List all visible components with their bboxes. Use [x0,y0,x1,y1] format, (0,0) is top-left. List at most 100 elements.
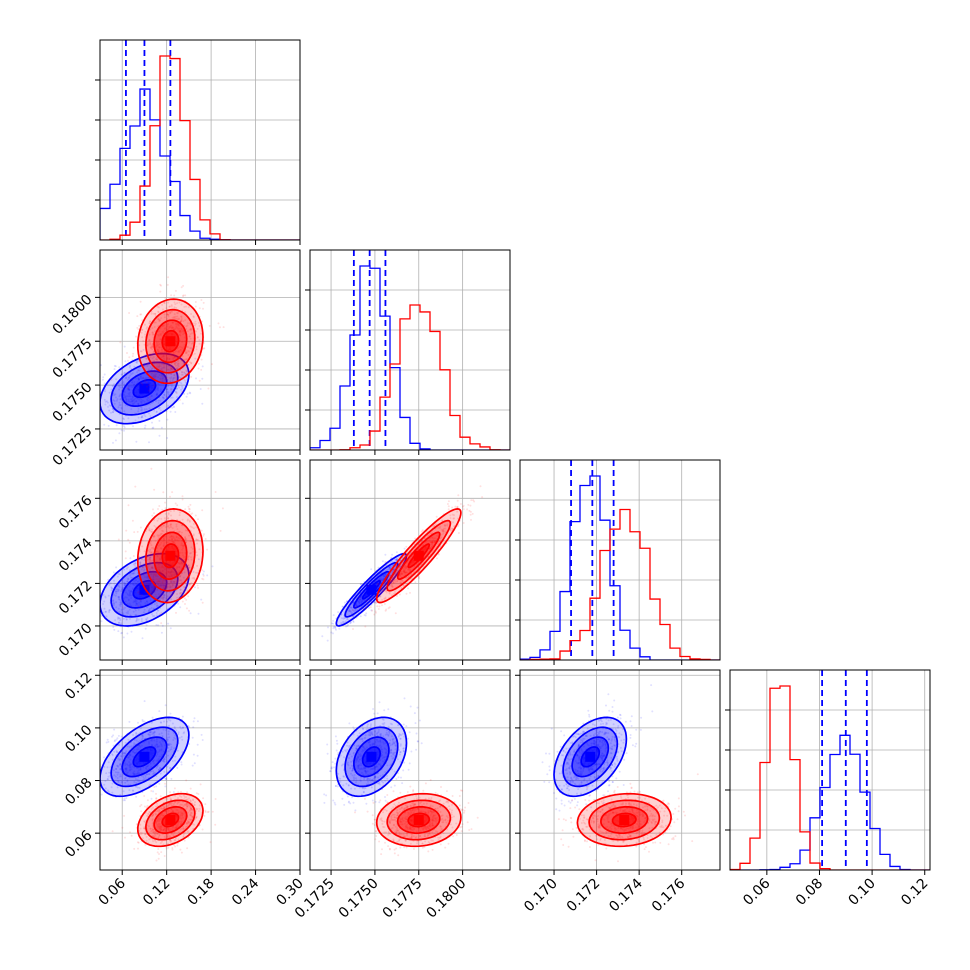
scatter-point [136,371,139,374]
scatter-point [166,523,169,526]
scatter-point [152,790,155,793]
scatter-point [165,777,168,780]
scatter-point [190,807,192,810]
scatter-point [162,597,165,600]
scatter-point [391,577,394,580]
scatter-point [153,488,156,491]
scatter-point [200,358,203,361]
scatter-point [159,828,162,831]
scatter-point [118,366,121,369]
scatter-point [145,327,148,330]
scatter-point [407,568,410,571]
scatter-point [396,571,398,574]
scatter-point [156,555,159,558]
scatter-point [131,582,134,585]
scatter-point [148,596,151,599]
scatter-point [186,519,189,522]
scatter-point [138,601,140,604]
scatter-point [394,572,397,575]
contour-line [110,361,179,416]
scatter-point [121,631,123,634]
scatter-point [109,582,112,585]
scatter-point [162,586,165,589]
scatter-point [152,760,155,762]
scatter-point [121,588,124,591]
scatter-point [148,441,150,444]
scatter-point [192,316,195,319]
scatter-point [175,377,178,380]
scatter-point [189,552,191,555]
scatter-point [157,311,160,314]
scatter-point [153,370,156,373]
panel-content [93,250,300,450]
scatter-point [400,572,403,575]
scatter-point [175,525,178,528]
scatter-point [160,745,163,748]
scatter-point [158,581,161,584]
scatter-point [175,536,178,539]
scatter-point [152,382,155,385]
scatter-point [135,795,138,798]
scatter-point [157,387,159,390]
panel-frame [309,249,511,451]
scatter-point [151,838,154,841]
scatter-point [164,829,167,832]
scatter-point [105,772,108,775]
scatter-point [437,526,440,529]
scatter-point [166,525,169,528]
scatter-point [124,781,127,784]
scatter-point [118,743,120,746]
scatter-point [141,545,144,548]
scatter-point [177,365,180,368]
scatter-point [200,529,203,532]
scatter-point [146,363,149,366]
scatter-point [101,378,104,381]
scatter-point [145,408,148,411]
scatter-point [151,567,154,570]
scatter-point [178,514,181,517]
scatter-point [161,565,163,568]
scatter-point [168,357,171,360]
scatter-point [125,797,128,800]
scatter-point [170,366,173,369]
scatter-point [127,577,130,580]
scatter-point [133,381,136,383]
scatter-point [119,793,122,796]
scatter-point [129,762,132,765]
scatter-point [188,583,190,586]
scatter-point [137,410,140,413]
scatter-point [177,372,180,375]
scatter-point [129,400,132,403]
scatter-point [154,526,157,529]
scatter-point [187,363,190,366]
scatter-point [116,773,119,776]
scatter-point [173,726,176,729]
scatter-point [134,562,137,565]
scatter-point [432,539,435,542]
scatter-point [161,303,164,306]
scatter-point [435,523,438,526]
scatter-point [176,302,179,305]
scatter-point [161,624,164,627]
scatter-point [159,558,161,561]
scatter-point [117,538,120,541]
scatter-point [390,566,393,569]
scatter-point [156,832,159,835]
scatter-point [154,822,157,825]
scatter-point [182,330,185,333]
scatter-point [167,368,170,371]
scatter-point [346,625,349,627]
scatter-point [404,564,407,567]
scatter-point [105,400,108,403]
scatter-point [129,768,132,771]
scatter-point [169,312,172,315]
scatter-point [93,406,95,408]
scatter-point [156,578,159,581]
scatter-point [176,327,179,330]
scatter-point [180,303,183,306]
scatter-point [163,302,166,305]
scatter-point [107,578,110,581]
scatter-point [155,740,158,743]
scatter-point [378,595,381,598]
scatter-point [160,732,163,735]
